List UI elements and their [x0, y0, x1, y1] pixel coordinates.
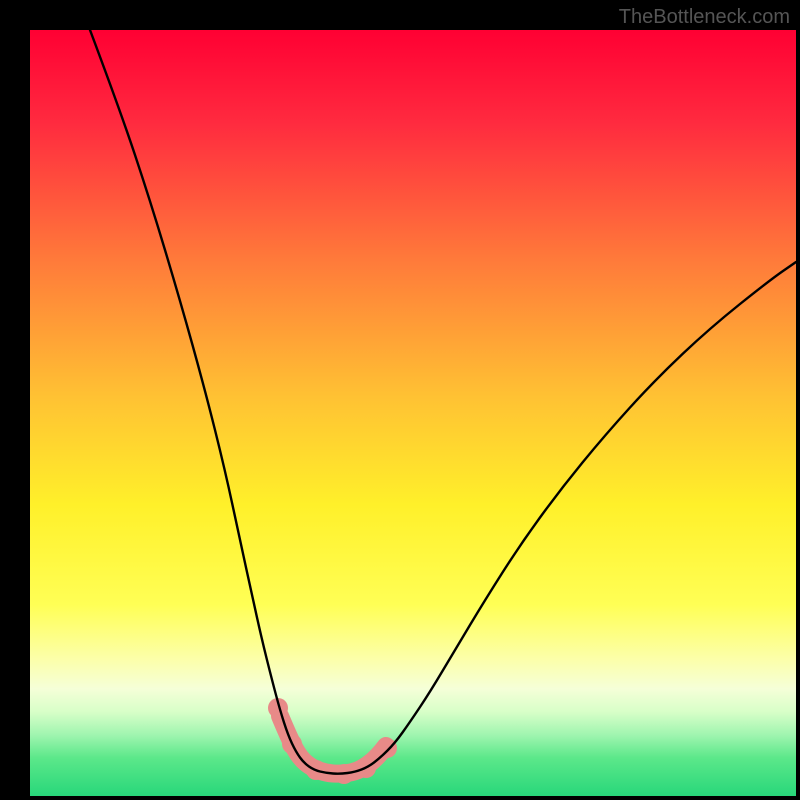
bottleneck-chart	[0, 0, 800, 800]
watermark-text: TheBottleneck.com	[619, 6, 790, 29]
chart-container: TheBottleneck.com	[0, 0, 800, 800]
gradient-background	[30, 30, 796, 796]
